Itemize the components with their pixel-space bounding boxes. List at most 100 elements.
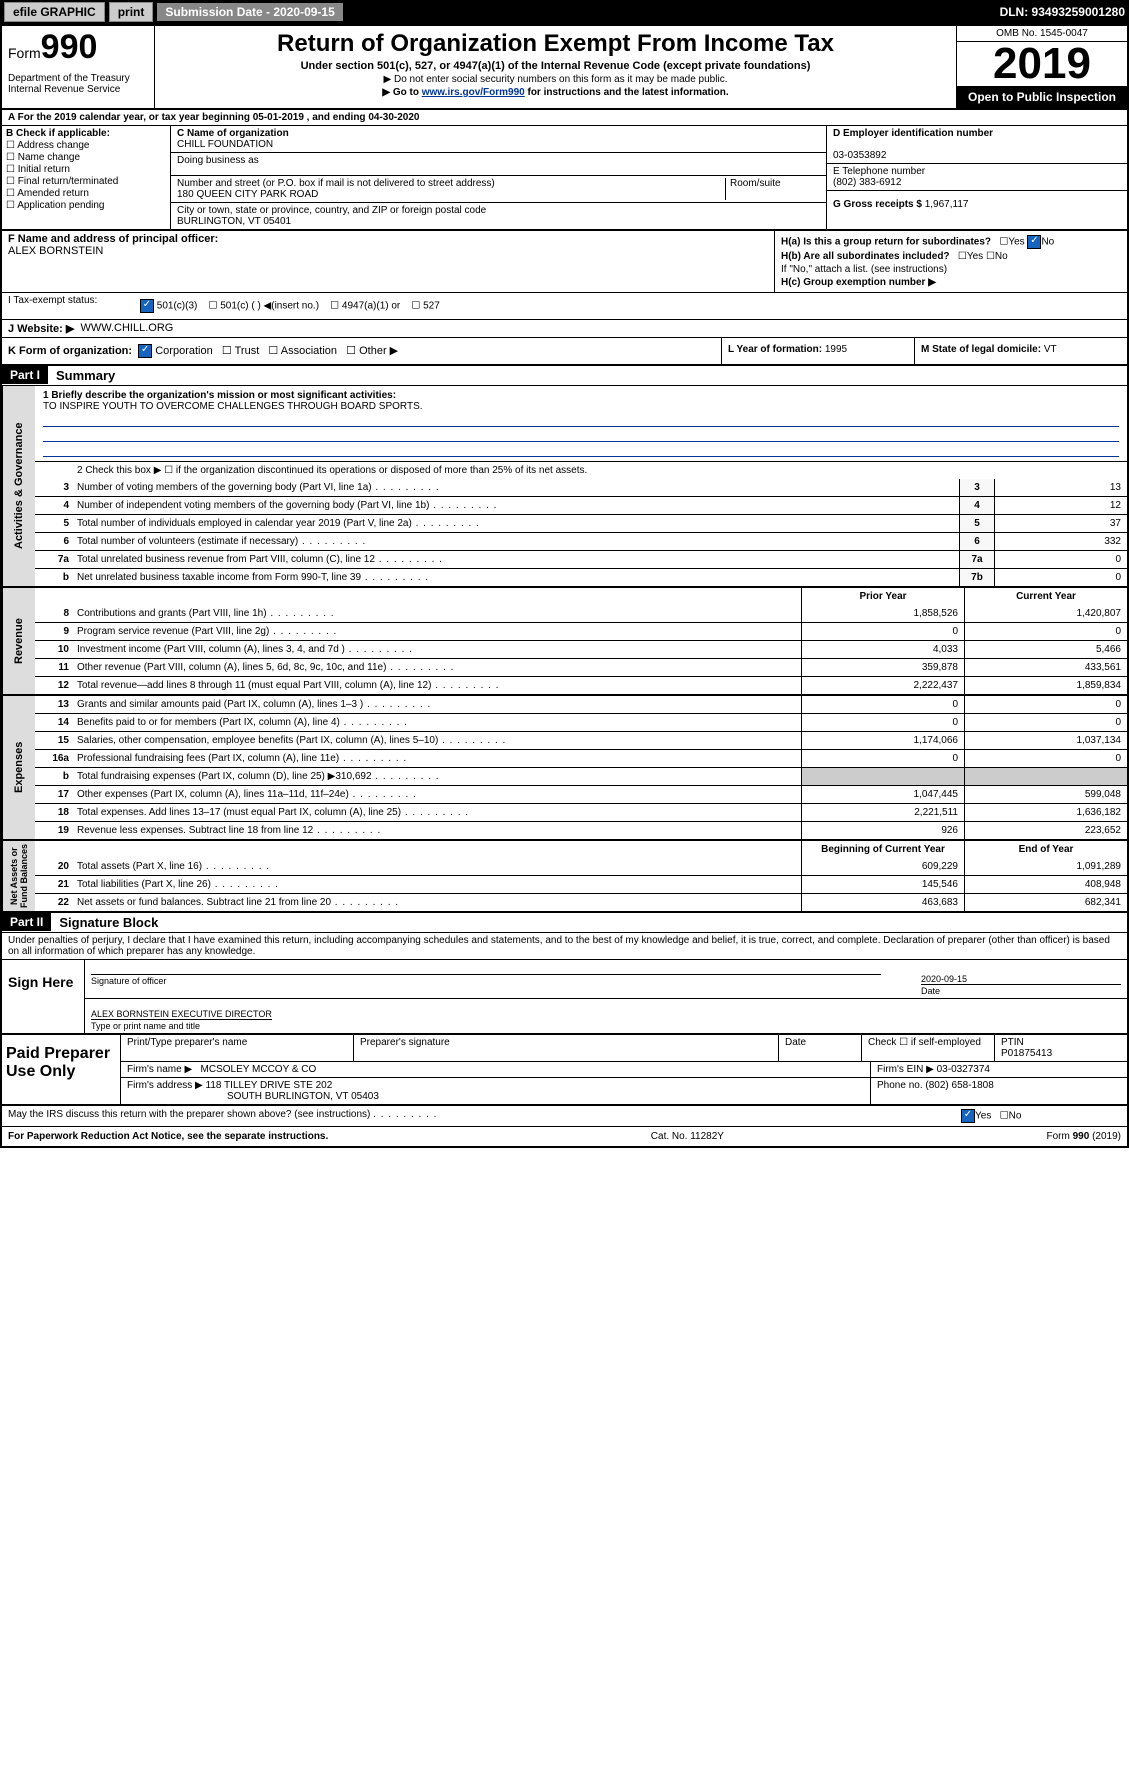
line-text: Total number of individuals employed in … bbox=[73, 515, 959, 532]
prior-value: 1,174,066 bbox=[801, 732, 964, 749]
line-text: Total fundraising expenses (Part IX, col… bbox=[73, 768, 801, 785]
prior-value: 2,221,511 bbox=[801, 804, 964, 821]
j-label: J Website: ▶ bbox=[8, 322, 74, 335]
k-corp-checkbox[interactable]: ✓ bbox=[138, 344, 152, 358]
subtitle-1: Under section 501(c), 527, or 4947(a)(1)… bbox=[163, 60, 948, 72]
current-value: 599,048 bbox=[964, 786, 1127, 803]
line-text: Salaries, other compensation, employee b… bbox=[73, 732, 801, 749]
org-name: CHILL FOUNDATION bbox=[177, 139, 273, 150]
b-final-return[interactable]: ☐ Final return/terminated bbox=[6, 176, 166, 187]
part2-title: Signature Block bbox=[51, 913, 166, 932]
discuss-yes-checkbox[interactable]: ✓ bbox=[961, 1109, 975, 1123]
firm-addr2: SOUTH BURLINGTON, VT 05403 bbox=[227, 1091, 379, 1102]
ha-no-checkbox[interactable]: ✓ bbox=[1027, 235, 1041, 249]
line-text: Total liabilities (Part X, line 26) bbox=[73, 876, 801, 893]
line-text: Total unrelated business revenue from Pa… bbox=[73, 551, 959, 568]
title-box: Return of Organization Exempt From Incom… bbox=[155, 26, 957, 108]
b-initial-return[interactable]: ☐ Initial return bbox=[6, 164, 166, 175]
principal-officer: ALEX BORNSTEIN bbox=[8, 245, 103, 257]
line-box: 4 bbox=[959, 497, 994, 514]
line-text: Grants and similar amounts paid (Part IX… bbox=[73, 696, 801, 713]
b-name-change[interactable]: ☐ Name change bbox=[6, 152, 166, 163]
form-number: 990 bbox=[41, 28, 98, 66]
col-c: C Name of organization CHILL FOUNDATION … bbox=[171, 126, 826, 229]
city-state-zip: BURLINGTON, VT 05401 bbox=[177, 216, 291, 227]
room-label: Room/suite bbox=[725, 178, 820, 200]
part1-header: Part I bbox=[2, 366, 48, 384]
g-label: G Gross receipts $ bbox=[833, 199, 922, 210]
dept-label: Department of the Treasury Internal Reve… bbox=[8, 73, 148, 95]
top-bar: efile GRAPHIC print Submission Date - 20… bbox=[0, 0, 1129, 24]
prior-year-header: Prior Year bbox=[801, 588, 964, 605]
subtitle-2: ▶ Do not enter social security numbers o… bbox=[163, 74, 948, 85]
footer-left: For Paperwork Reduction Act Notice, see … bbox=[8, 1131, 328, 1142]
b-address-change[interactable]: ☐ Address change bbox=[6, 140, 166, 151]
line-num: 21 bbox=[35, 876, 73, 893]
vlabel-revenue: Revenue bbox=[2, 588, 35, 694]
sign-here-label: Sign Here bbox=[2, 960, 85, 1033]
e-label: E Telephone number bbox=[833, 166, 925, 177]
line-text: Number of voting members of the governin… bbox=[73, 479, 959, 496]
line-num: 10 bbox=[35, 641, 73, 658]
ein: 03-0353892 bbox=[833, 150, 886, 161]
prep-date-label: Date bbox=[779, 1035, 862, 1061]
line-box: 7a bbox=[959, 551, 994, 568]
form-id-box: Form990 Department of the Treasury Inter… bbox=[2, 26, 155, 108]
firm-phone: (802) 658-1808 bbox=[925, 1080, 993, 1091]
b-application-pending[interactable]: ☐ Application pending bbox=[6, 200, 166, 211]
col-b: B Check if applicable: ☐ Address change … bbox=[2, 126, 171, 229]
row-a: A For the 2019 calendar year, or tax yea… bbox=[2, 110, 1127, 126]
mission-label: 1 Briefly describe the organization's mi… bbox=[43, 390, 396, 401]
efile-button[interactable]: efile GRAPHIC bbox=[4, 2, 105, 22]
line-text: Revenue less expenses. Subtract line 18 … bbox=[73, 822, 801, 839]
self-employed-check[interactable]: Check ☐ if self-employed bbox=[862, 1035, 995, 1061]
end-year-header: End of Year bbox=[964, 841, 1127, 858]
line-num: 20 bbox=[35, 858, 73, 875]
hb-note: If "No," attach a list. (see instruction… bbox=[781, 264, 1121, 275]
prior-value: 0 bbox=[801, 714, 964, 731]
current-value: 1,037,134 bbox=[964, 732, 1127, 749]
dba-label: Doing business as bbox=[177, 155, 259, 166]
h-box: H(a) Is this a group return for subordin… bbox=[775, 231, 1127, 292]
sign-date-label: Date bbox=[921, 984, 1121, 996]
prior-value: 463,683 bbox=[801, 894, 964, 911]
current-value: 0 bbox=[964, 714, 1127, 731]
line-num: 6 bbox=[35, 533, 73, 550]
print-button[interactable]: print bbox=[109, 2, 154, 22]
vlabel-governance: Activities & Governance bbox=[2, 386, 35, 586]
current-value: 1,091,289 bbox=[964, 858, 1127, 875]
open-public: Open to Public Inspection bbox=[957, 86, 1127, 108]
line-value: 332 bbox=[994, 533, 1127, 550]
line-text: Professional fundraising fees (Part IX, … bbox=[73, 750, 801, 767]
line-num: 17 bbox=[35, 786, 73, 803]
officer-name: ALEX BORNSTEIN EXECUTIVE DIRECTOR bbox=[91, 1009, 272, 1019]
state-domicile: VT bbox=[1044, 344, 1057, 355]
prior-value: 145,546 bbox=[801, 876, 964, 893]
current-value: 5,466 bbox=[964, 641, 1127, 658]
i-label: I Tax-exempt status: bbox=[2, 293, 134, 319]
prior-value: 4,033 bbox=[801, 641, 964, 658]
current-value: 0 bbox=[964, 750, 1127, 767]
b-amended-return[interactable]: ☐ Amended return bbox=[6, 188, 166, 199]
i-501c3-checkbox[interactable]: ✓ bbox=[140, 299, 154, 313]
line-value: 0 bbox=[994, 551, 1127, 568]
current-value bbox=[964, 768, 1127, 785]
year-box: OMB No. 1545-0047 2019 Open to Public In… bbox=[957, 26, 1127, 108]
k-box: K Form of organization: ✓ Corporation ☐ … bbox=[2, 338, 722, 364]
firm-name: MCSOLEY MCCOY & CO bbox=[201, 1064, 317, 1075]
street-address: 180 QUEEN CITY PARK ROAD bbox=[177, 189, 318, 200]
instructions-link[interactable]: www.irs.gov/Form990 bbox=[422, 87, 525, 98]
firm-addr1: 118 TILLEY DRIVE STE 202 bbox=[206, 1080, 333, 1091]
f-box: F Name and address of principal officer:… bbox=[2, 231, 775, 292]
part1-title: Summary bbox=[48, 366, 123, 385]
line-text: Net unrelated business taxable income fr… bbox=[73, 569, 959, 586]
b-label: B Check if applicable: bbox=[6, 128, 110, 139]
dln: DLN: 93493259001280 bbox=[1000, 5, 1125, 19]
gross-receipts: 1,967,117 bbox=[925, 199, 969, 210]
line-num: 11 bbox=[35, 659, 73, 676]
f-label: F Name and address of principal officer: bbox=[8, 233, 218, 245]
current-value: 0 bbox=[964, 696, 1127, 713]
current-value: 682,341 bbox=[964, 894, 1127, 911]
prior-value: 2,222,437 bbox=[801, 677, 964, 694]
current-value: 408,948 bbox=[964, 876, 1127, 893]
